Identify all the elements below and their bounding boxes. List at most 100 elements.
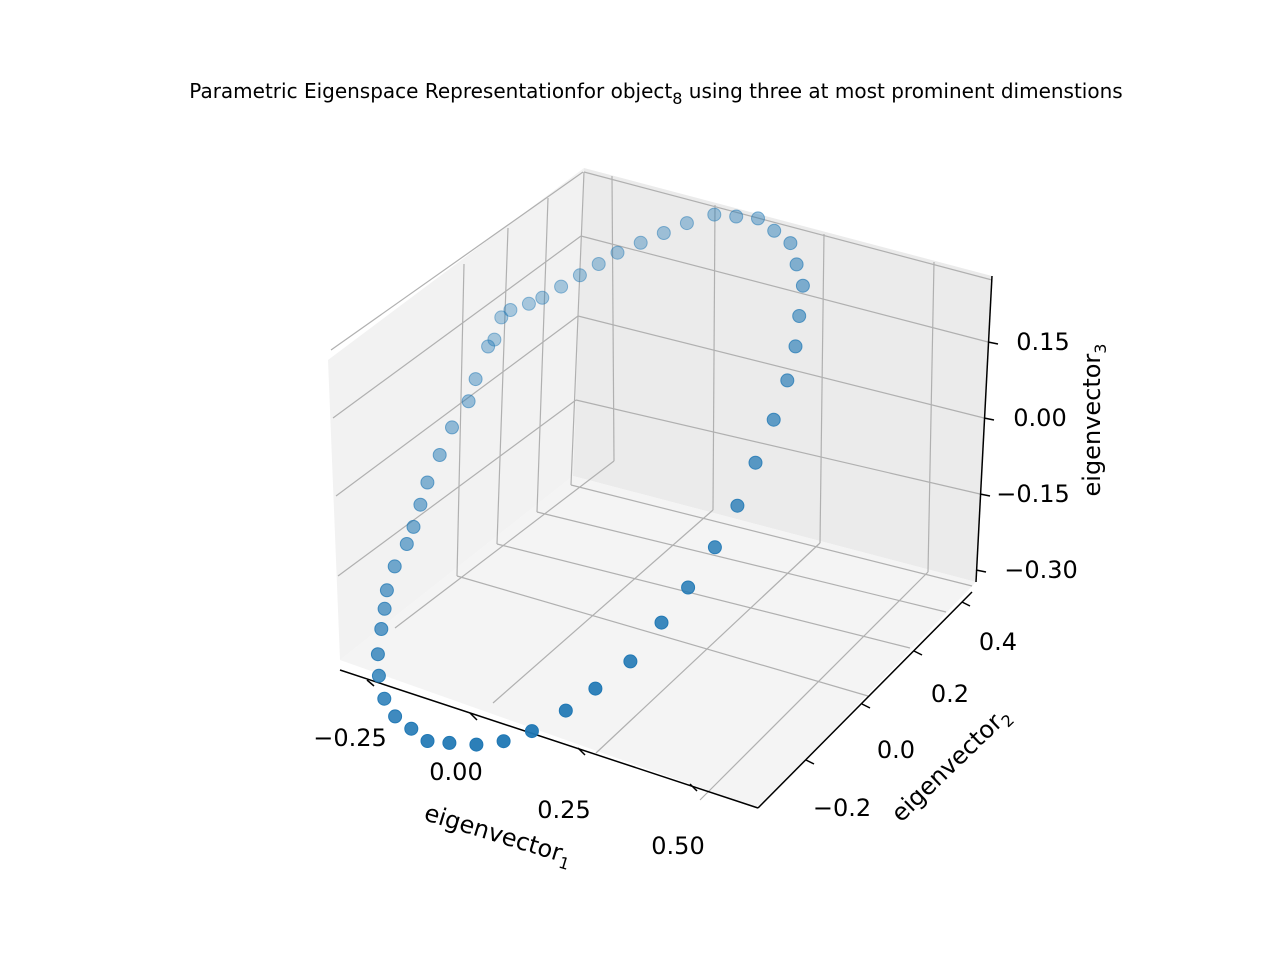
grid-y-back-4 [570,171,585,486]
scatter-point-39 [789,257,804,272]
z-axis-label-sub: 3 [1091,344,1110,354]
x-tick-mark-3 [577,747,586,756]
scatter-point-46 [656,226,671,240]
axis-lines [339,275,993,809]
grid-z-right-4 [583,171,993,281]
y-axis-line [757,591,973,809]
axis-ticks: −0.25 0.00 0.25 0.50 −0.2 0.0 0.2 0.4 −0… [313,328,1078,860]
grid-x-back-3 [819,233,825,544]
scatter-point-20 [404,721,419,736]
y-tick-mark-4 [961,601,971,607]
x-tick-mark-1 [366,679,375,687]
scatter-point-3 [481,339,496,354]
scatter-point-41 [767,223,782,238]
z-tick-label-1: −0.30 [1004,556,1078,584]
scatter-points [370,207,810,752]
scatter-point-22 [442,735,457,750]
floor-pane [340,476,976,808]
scatter-point-49 [591,257,606,271]
scatter-point-34 [766,412,781,427]
scatter-point-7 [432,448,447,462]
z-tick-mark-1 [975,569,987,573]
scatter-point-24 [496,734,511,749]
z-tick-mark-4 [987,341,999,345]
scatter-point-9 [413,497,428,512]
grid-y-floor-3 [536,511,947,613]
back-right-pane [573,168,992,582]
scatter-point-32 [730,498,745,513]
grid-x-back-2 [712,204,716,511]
x-tick-mark-4 [689,783,698,792]
scatter-point-5 [461,394,476,409]
scatter-point-6 [445,420,459,435]
grid-z-left-4 [330,171,584,351]
scatter-point-23 [469,737,484,752]
scatter-point-48 [610,245,625,260]
scatter-point-27 [588,681,603,696]
grid-z-left-2 [335,315,579,497]
scatter-point-15 [374,622,389,636]
grid-x-floor-1 [394,460,615,629]
y-tick-mark-3 [913,650,923,656]
scatter-point-8 [420,475,435,490]
scatter-point-36 [788,339,803,354]
grid-z-right-2 [577,315,985,419]
z-axis-label: eigenvector3 [1078,344,1110,497]
grid-y-back-2 [496,227,509,545]
scatter-point-53 [521,296,536,311]
scatter-point-16 [370,647,385,662]
scatter-point-35 [780,373,795,388]
grid-x-back-4 [927,261,935,573]
chart-title-subscript: 8 [672,89,682,108]
grid-z-left-3 [332,235,582,419]
grid-y-back-1 [456,263,465,577]
x-axis-line [339,669,759,809]
scatter-point-40 [783,236,798,251]
grid-z-left-1 [337,399,577,577]
scatter-point-47 [633,235,648,250]
z-tick-label-4: 0.15 [1016,328,1069,356]
axes-panes [328,168,992,808]
scatter-point-54 [503,303,518,317]
scatter-point-11 [399,537,414,551]
z-tick-label-2: −0.15 [996,480,1070,508]
grid-x-back-1 [611,175,615,462]
scatter-point-4 [468,372,483,387]
scatter-point-25 [524,724,539,739]
scatter-point-2 [487,332,502,347]
grid-z-right-3 [580,235,989,343]
scatter-point-12 [387,559,402,574]
scatter-point-44 [707,207,722,222]
scatter-point-13 [379,583,394,598]
scatter-point-51 [554,279,569,294]
y-tick-label-4: 0.4 [979,628,1017,656]
scatter-point-17 [371,668,386,683]
x-tick-label-4: 0.50 [651,832,704,860]
back-left-pane [328,168,584,660]
chart-title-suffix: using three at most prominent dimenstion… [682,79,1122,103]
scatter-point-37 [792,309,807,323]
z-tick-mark-2 [979,493,991,497]
z-tick-mark-3 [983,417,995,421]
scatter-point-33 [748,455,763,470]
y-tick-mark-2 [861,703,871,709]
grid-x-floor-2 [492,509,714,704]
grid-y-floor-2 [496,543,911,649]
scatter-point-30 [681,580,696,595]
x-tick-label-2: 0.00 [429,758,482,786]
scatter-point-21 [420,734,435,748]
scatter-point-26 [558,703,573,718]
grid-y-floor-4 [570,484,973,587]
grid-y-back-3 [536,197,549,513]
grid-y-floor-1 [456,575,869,697]
grid-x-floor-3 [595,542,821,754]
scatter-point-43 [729,209,744,224]
y-tick-label-2: 0.0 [877,736,915,764]
scatter-point-31 [707,540,722,555]
scatter-point-38 [795,278,810,293]
scatter-point-52 [535,290,550,305]
grid-lines [330,171,993,801]
y-tick-label-1: −0.2 [813,794,871,822]
z-axis-line [975,275,993,583]
